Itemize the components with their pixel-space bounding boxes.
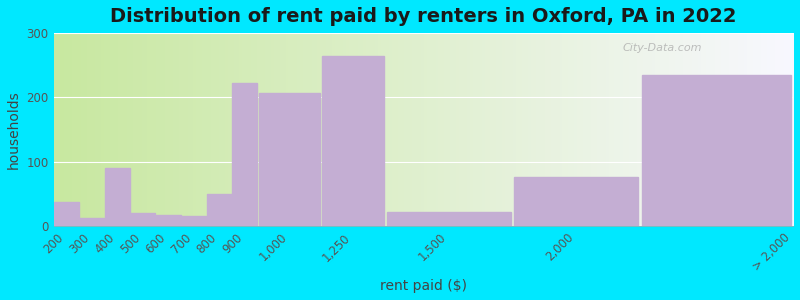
Bar [156, 215, 181, 226]
Bar [105, 168, 130, 226]
Bar [322, 56, 384, 226]
Bar [54, 202, 78, 226]
Bar [79, 218, 104, 226]
Text: City-Data.com: City-Data.com [623, 43, 702, 53]
X-axis label: rent paid ($): rent paid ($) [380, 279, 467, 293]
Bar [130, 213, 155, 226]
Y-axis label: households: households [7, 90, 21, 169]
Bar [387, 212, 510, 226]
Title: Distribution of rent paid by renters in Oxford, PA in 2022: Distribution of rent paid by renters in … [110, 7, 737, 26]
Bar [642, 75, 790, 226]
Bar [182, 216, 206, 226]
Bar [514, 177, 638, 226]
Bar [233, 83, 258, 226]
Bar [258, 93, 320, 226]
Bar [207, 194, 232, 226]
